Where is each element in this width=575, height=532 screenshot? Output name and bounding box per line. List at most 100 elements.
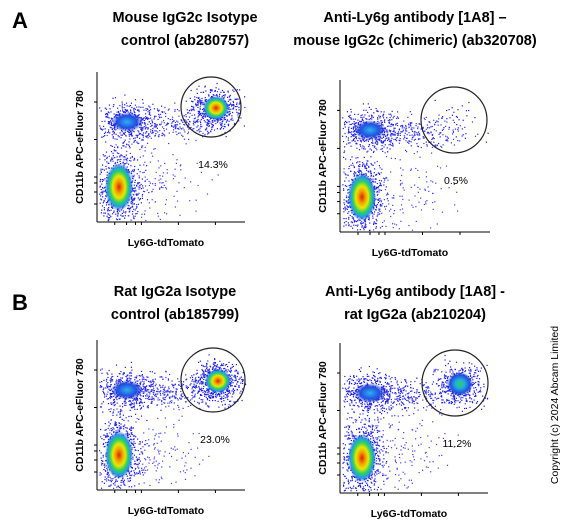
event-dot [146,199,149,201]
event-dot [437,121,439,123]
event-dot [344,173,346,175]
event-dot [389,143,391,145]
event-dot [134,408,136,410]
event-dot [172,395,174,397]
event-dot [141,145,143,147]
event-dot [108,474,110,476]
event-dot [192,396,194,398]
event-dot [196,372,198,374]
event-dot [466,115,468,117]
event-dot [414,184,416,186]
event-dot [413,139,415,141]
event-dot [426,181,428,183]
event-dot [355,157,357,159]
event-dot [445,139,447,141]
event-dot [113,409,115,411]
event-dot [141,375,143,377]
event-dot [200,104,202,106]
event-dot [379,117,381,119]
event-dot [139,156,141,158]
event-dot [151,121,153,123]
event-dot [140,126,142,128]
event-dot [236,103,238,105]
event-dot [408,224,410,227]
event-dot [120,480,122,482]
event-dot [379,213,381,215]
event-dot [382,221,384,224]
event-dot [158,134,160,136]
event-dot [356,162,358,164]
event-dot [139,398,141,400]
event-dot [403,138,405,140]
event-dot [371,142,373,144]
event-dot [229,102,232,104]
event-dot [233,375,235,377]
event-dot [110,481,112,483]
event-dot [456,191,458,193]
event-dot [123,132,125,134]
event-dot [142,187,144,189]
event-dot [138,402,141,404]
event-dot [417,134,419,136]
event-dot [135,377,137,379]
event-dot [388,113,390,115]
event-dot [113,428,115,430]
event-dot [107,114,109,116]
event-dot [377,202,379,204]
event-dot [161,182,163,184]
event-dot [355,138,358,140]
event-dot [157,212,159,214]
event-dot [148,105,150,107]
event-dot [128,486,130,488]
event-dot [150,383,152,385]
event-dot [366,160,368,162]
event-dot [197,184,199,187]
event-dot [157,131,159,133]
event-dot [202,91,204,93]
event-dot [139,383,141,385]
event-dot [169,373,171,376]
event-dot [180,128,182,130]
event-dot [136,134,138,137]
event-dot [108,210,110,212]
event-dot [109,397,112,399]
event-dot [432,137,434,140]
event-dot [370,171,372,173]
event-dot [348,142,350,144]
event-dot [367,111,369,113]
event-dot [123,482,125,484]
event-dot [119,218,121,220]
event-dot [376,140,378,142]
event-dot [133,399,135,401]
event-dot [202,104,204,106]
event-dot [107,471,109,473]
event-dot [136,193,138,195]
event-dot [407,123,410,125]
event-dot [409,122,411,124]
event-dot [108,388,110,390]
event-dot [390,123,392,126]
event-dot [342,127,344,130]
event-dot [352,162,354,164]
event-dot [196,119,198,121]
event-dot [423,117,425,119]
event-dot [139,453,141,455]
event-dot [104,469,106,471]
event-dot [198,390,201,392]
event-dot [130,372,132,374]
event-dot [197,100,199,102]
event-dot [353,138,355,140]
event-dot [189,121,191,123]
event-dot [163,387,165,389]
event-dot [101,193,103,195]
event-dot [157,110,160,112]
event-dot [235,106,237,108]
event-dot [161,105,163,107]
event-dot [410,168,412,170]
event-dot [129,132,131,134]
event-dot [347,192,349,194]
event-dot [106,398,108,400]
event-dot [367,103,369,105]
event-dot [107,121,109,123]
event-dot [448,128,450,130]
